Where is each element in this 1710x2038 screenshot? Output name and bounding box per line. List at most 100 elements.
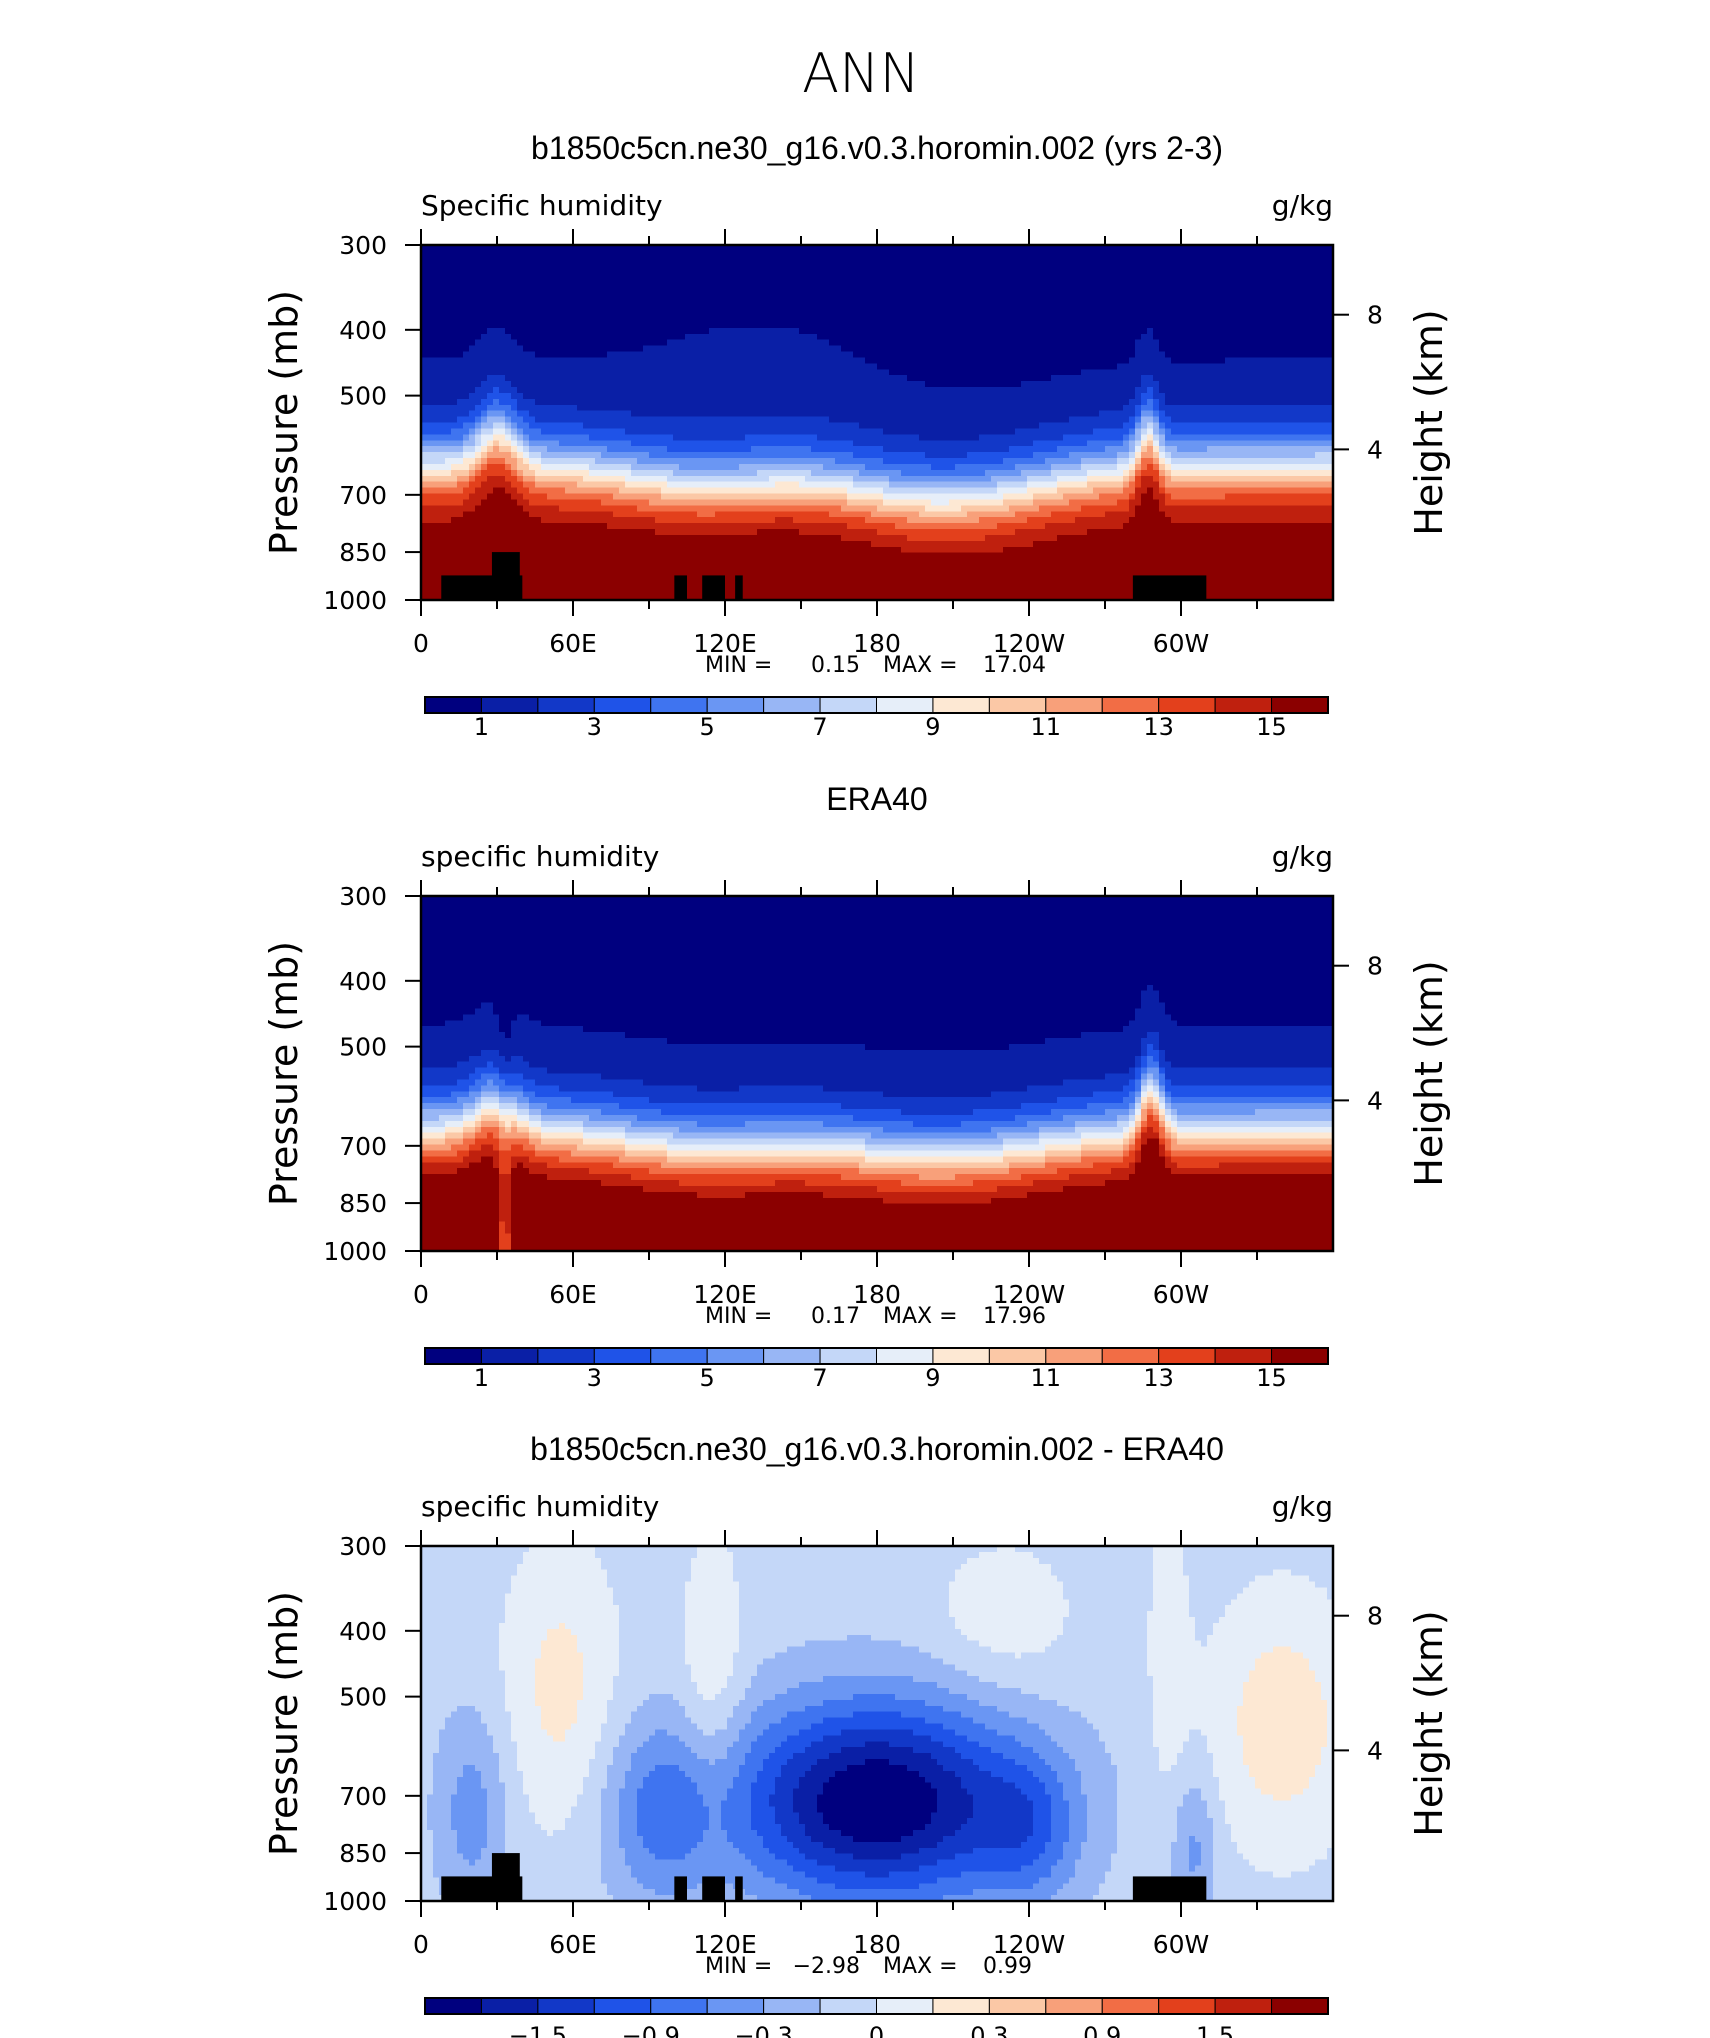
contour-cell xyxy=(859,275,866,282)
contour-cell xyxy=(511,281,518,288)
contour-cell xyxy=(1267,263,1274,270)
contour-cell xyxy=(775,251,782,258)
contour-cell xyxy=(985,251,992,258)
contour-cell xyxy=(547,275,554,282)
contour-cell xyxy=(649,257,656,264)
contour-cell xyxy=(685,251,692,258)
contour-cell xyxy=(793,269,800,276)
contour-cell xyxy=(469,269,476,276)
contour-cell xyxy=(823,275,830,282)
contour-cell xyxy=(1183,269,1190,276)
contour-cell xyxy=(1249,263,1256,270)
contour-cell xyxy=(523,269,530,276)
contour-cell xyxy=(763,263,770,270)
contour-cell xyxy=(1033,269,1040,276)
contour-cell xyxy=(865,263,872,270)
contour-cell xyxy=(451,263,458,270)
contour-cell xyxy=(1297,257,1304,264)
contour-cell xyxy=(1075,257,1082,264)
contour-cell xyxy=(613,251,620,258)
contour-cell xyxy=(871,275,878,282)
contour-cell xyxy=(439,251,446,258)
contour-cell xyxy=(973,275,980,282)
contour-cell xyxy=(487,251,494,258)
contour-cell xyxy=(601,281,608,288)
contour-cell xyxy=(889,275,896,282)
contour-cell xyxy=(733,257,740,264)
contour-cell xyxy=(979,263,986,270)
contour-cell xyxy=(781,257,788,264)
contour-cell xyxy=(523,275,530,282)
contour-cell xyxy=(817,257,824,264)
contour-cell xyxy=(1135,275,1142,282)
contour-cell xyxy=(979,275,986,282)
contour-cell xyxy=(883,251,890,258)
contour-cell xyxy=(877,251,884,258)
contour-cell xyxy=(1231,263,1238,270)
contour-cell xyxy=(1195,269,1202,276)
contour-cell xyxy=(1111,263,1118,270)
contour-cell xyxy=(901,269,908,276)
contour-cell xyxy=(499,275,506,282)
contour-cell xyxy=(1189,263,1196,270)
contour-cell xyxy=(553,257,560,264)
contour-cell xyxy=(1261,263,1268,270)
contour-cell xyxy=(631,251,638,258)
contour-cell xyxy=(481,251,488,258)
contour-cell xyxy=(1243,275,1250,282)
contour-cell xyxy=(835,263,842,270)
contour-cell xyxy=(1243,263,1250,270)
contour-cell xyxy=(1147,275,1154,282)
contour-cell xyxy=(805,263,812,270)
contour-cell xyxy=(577,269,584,276)
contour-cell xyxy=(1225,251,1232,258)
contour-cell xyxy=(871,257,878,264)
contour-cell xyxy=(559,281,566,288)
contour-cell xyxy=(1309,263,1316,270)
contour-cell xyxy=(667,269,674,276)
contour-cell xyxy=(559,251,566,258)
contour-cell xyxy=(631,257,638,264)
contour-cell xyxy=(1279,257,1286,264)
contour-cell xyxy=(1117,269,1124,276)
contour-cell xyxy=(1201,257,1208,264)
contour-cell xyxy=(1297,269,1304,276)
contour-cell xyxy=(769,251,776,258)
figure-suptitle: ANN xyxy=(802,42,920,105)
contour-cell xyxy=(877,263,884,270)
contour-cell xyxy=(937,263,944,270)
contour-cell xyxy=(1135,257,1142,264)
contour-cell xyxy=(799,251,806,258)
contour-cell xyxy=(535,251,542,258)
contour-cell xyxy=(1027,269,1034,276)
contour-cell xyxy=(475,281,482,288)
contour-cell xyxy=(631,275,638,282)
contour-cell xyxy=(1141,257,1148,264)
contour-cell xyxy=(487,263,494,270)
contour-cell xyxy=(1009,263,1016,270)
contour-cell xyxy=(529,251,536,258)
contour-cell xyxy=(955,251,962,258)
contour-cell xyxy=(463,257,470,264)
contour-cell xyxy=(1153,269,1160,276)
contour-cell xyxy=(1237,257,1244,264)
contour-cell xyxy=(1273,251,1280,258)
contour-cell xyxy=(1039,251,1046,258)
contour-cell xyxy=(523,281,530,288)
contour-cell xyxy=(847,251,854,258)
contour-cell xyxy=(943,263,950,270)
contour-cell xyxy=(631,281,638,288)
contour-cell xyxy=(1153,251,1160,258)
contour-cell xyxy=(1165,251,1172,258)
contour-cell xyxy=(1021,263,1028,270)
contour-cell xyxy=(619,275,626,282)
contour-cell xyxy=(979,251,986,258)
contour-cell xyxy=(1273,257,1280,264)
contour-cell xyxy=(727,263,734,270)
contour-cell xyxy=(883,269,890,276)
contour-cell xyxy=(1291,269,1298,276)
contour-cell xyxy=(1057,257,1064,264)
contour-cell xyxy=(559,275,566,282)
contour-cell xyxy=(1123,257,1130,264)
contour-cell xyxy=(1135,263,1142,270)
